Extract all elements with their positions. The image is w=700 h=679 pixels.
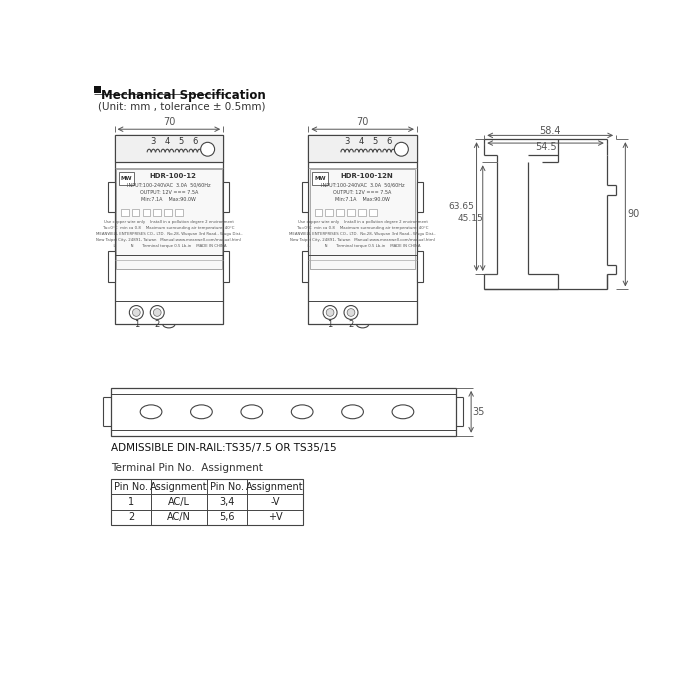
Text: 3,4: 3,4 [219, 497, 234, 507]
Text: 6: 6 [193, 137, 198, 146]
Bar [116, 169, 222, 270]
Text: 54.5: 54.5 [535, 142, 556, 152]
Bar [132, 208, 139, 216]
Text: -V: -V [270, 497, 280, 507]
Text: 6: 6 [386, 137, 392, 146]
Bar [309, 135, 417, 162]
Bar [314, 208, 322, 216]
Text: 2: 2 [349, 320, 354, 329]
Text: HDR-100-12N: HDR-100-12N [340, 173, 393, 179]
Bar [336, 208, 344, 216]
Text: Ta=0°C  min ca 0.8    Maximum surrounding air temperature: 40°C: Ta=0°C min ca 0.8 Maximum surrounding ai… [297, 226, 428, 230]
Text: 35: 35 [473, 407, 485, 417]
Bar [309, 135, 417, 324]
Text: Mechanical Specification: Mechanical Specification [102, 89, 266, 102]
Bar [121, 208, 129, 216]
Bar [310, 169, 415, 270]
Text: 58.4: 58.4 [540, 126, 561, 136]
Bar [108, 181, 115, 213]
Text: INPUT:100-240VAC  3.0A  50/60Hz: INPUT:100-240VAC 3.0A 50/60Hz [127, 183, 211, 188]
Bar [164, 208, 172, 216]
Text: 5: 5 [178, 137, 184, 146]
Text: New Taipei City, 24891, Taiwan   Manual:www.meanwell.com/manual.html: New Taipei City, 24891, Taiwan Manual:ww… [97, 238, 242, 242]
Text: Min:7.1A    Max:90.0W: Min:7.1A Max:90.0W [335, 197, 390, 202]
Text: New Taipei City, 24891, Taiwan   Manual:www.meanwell.com/manual.html: New Taipei City, 24891, Taiwan Manual:ww… [290, 238, 435, 242]
Circle shape [394, 143, 408, 156]
Text: Min:7.1A    Max:90.0W: Min:7.1A Max:90.0W [141, 197, 196, 202]
Text: MEANWELL ENTERPRISES CO., LTD.  No.28, Wuquan 3rd Road., Wugu Dist.,: MEANWELL ENTERPRISES CO., LTD. No.28, Wu… [289, 232, 436, 236]
Circle shape [150, 306, 164, 319]
Text: 2: 2 [128, 512, 134, 522]
Text: Assignment: Assignment [246, 481, 304, 492]
Bar [302, 251, 309, 282]
Text: MW: MW [120, 176, 132, 181]
Text: L            N       Terminal torque 0.5 Lb-in    MADE IN CHINA: L N Terminal torque 0.5 Lb-in MADE IN CH… [305, 244, 421, 249]
Bar [94, 86, 101, 93]
Bar [417, 181, 423, 213]
Text: 63.65: 63.65 [448, 202, 474, 211]
Bar [175, 208, 183, 216]
Circle shape [347, 309, 355, 316]
Text: Use copper wire only    Install in a pollution degree 2 environment: Use copper wire only Install in a pollut… [298, 219, 428, 223]
Bar [347, 208, 355, 216]
Text: 4: 4 [358, 137, 364, 146]
Text: Use copper wire only    Install in a pollution degree 2 environment: Use copper wire only Install in a pollut… [104, 219, 234, 223]
Bar [111, 388, 456, 436]
Bar [118, 172, 134, 185]
Bar [369, 208, 377, 216]
Bar [108, 251, 115, 282]
Text: AC/N: AC/N [167, 512, 191, 522]
Text: AC/L: AC/L [168, 497, 190, 507]
Text: Pin No.: Pin No. [210, 481, 244, 492]
Text: (Unit: mm , tolerance ± 0.5mm): (Unit: mm , tolerance ± 0.5mm) [98, 101, 266, 111]
Bar [111, 479, 303, 525]
Text: 1: 1 [134, 320, 139, 329]
Text: OUTPUT: 12V === 7.5A: OUTPUT: 12V === 7.5A [333, 190, 392, 195]
Circle shape [153, 309, 161, 316]
Bar [358, 208, 365, 216]
Text: 5: 5 [372, 137, 378, 146]
Bar [153, 208, 161, 216]
Circle shape [130, 306, 144, 319]
Circle shape [132, 309, 140, 316]
Text: 2: 2 [155, 320, 160, 329]
Text: OUTPUT: 12V === 7.5A: OUTPUT: 12V === 7.5A [140, 190, 198, 195]
Circle shape [323, 306, 337, 319]
Text: 1: 1 [128, 497, 134, 507]
Bar [417, 251, 423, 282]
Text: 3: 3 [150, 137, 156, 146]
Text: ADMISSIBLE DIN-RAIL:TS35/7.5 OR TS35/15: ADMISSIBLE DIN-RAIL:TS35/7.5 OR TS35/15 [111, 443, 337, 453]
Text: L            N       Terminal torque 0.5 Lb-in    MADE IN CHINA: L N Terminal torque 0.5 Lb-in MADE IN CH… [111, 244, 227, 249]
Text: INPUT:100-240VAC  3.0A  50/60Hz: INPUT:100-240VAC 3.0A 50/60Hz [321, 183, 405, 188]
Text: 1: 1 [328, 320, 332, 329]
Text: Ta=0°C  min ca 0.8    Maximum surrounding air temperature: 40°C: Ta=0°C min ca 0.8 Maximum surrounding ai… [103, 226, 234, 230]
Bar [326, 208, 333, 216]
Text: Assignment: Assignment [150, 481, 208, 492]
Text: MEANWELL ENTERPRISES CO., LTD.  No.28, Wuquan 3rd Road., Wugu Dist.,: MEANWELL ENTERPRISES CO., LTD. No.28, Wu… [96, 232, 242, 236]
Circle shape [326, 309, 334, 316]
Text: MW: MW [314, 176, 326, 181]
Bar [143, 208, 150, 216]
Text: 70: 70 [356, 117, 369, 127]
Bar [223, 181, 230, 213]
Bar [223, 251, 230, 282]
Text: 4: 4 [164, 137, 170, 146]
Text: 45.15: 45.15 [458, 214, 483, 223]
Bar [115, 135, 223, 324]
Text: 90: 90 [627, 209, 639, 219]
Bar [302, 181, 309, 213]
Text: +V: +V [267, 512, 282, 522]
Text: Terminal Pin No.  Assignment: Terminal Pin No. Assignment [111, 463, 262, 473]
Text: 3: 3 [344, 137, 350, 146]
Bar [115, 135, 223, 162]
Circle shape [201, 143, 215, 156]
Text: 5,6: 5,6 [219, 512, 234, 522]
Text: Pin No.: Pin No. [114, 481, 148, 492]
Bar [312, 172, 328, 185]
Circle shape [344, 306, 358, 319]
Text: 70: 70 [162, 117, 175, 127]
Text: HDR-100-12: HDR-100-12 [149, 173, 196, 179]
